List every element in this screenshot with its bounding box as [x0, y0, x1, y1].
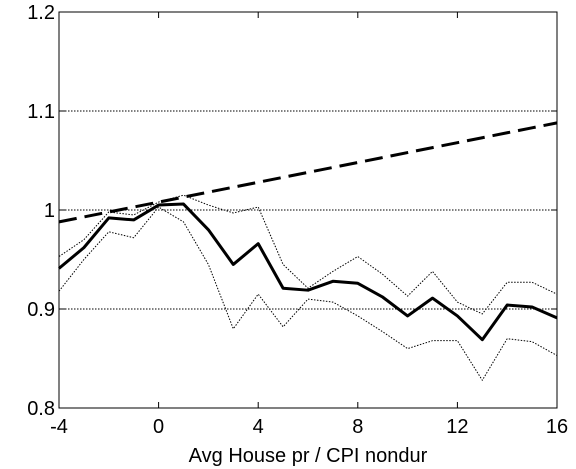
- x-axis-label: Avg House pr / CPI nondur: [189, 445, 428, 467]
- series-line: [58, 202, 558, 342]
- x-tick-label: 16: [546, 416, 568, 438]
- x-tick-label: 8: [352, 416, 363, 438]
- series-line: [58, 194, 558, 315]
- y-tick-label: 0.9: [27, 299, 55, 321]
- x-tick-label: 4: [253, 416, 264, 438]
- x-tick-label: 0: [153, 416, 164, 438]
- y-tick-label: 0.8: [27, 398, 55, 420]
- series-line: [58, 206, 558, 381]
- x-tick-label: -4: [50, 416, 68, 438]
- y-tick-label: 1.2: [27, 2, 55, 24]
- x-tick-label: 12: [446, 416, 468, 438]
- series-line: [58, 121, 558, 224]
- plot-frame: [58, 11, 558, 409]
- y-tick-label: 1: [44, 200, 55, 222]
- y-tick-label: 1.1: [27, 101, 55, 123]
